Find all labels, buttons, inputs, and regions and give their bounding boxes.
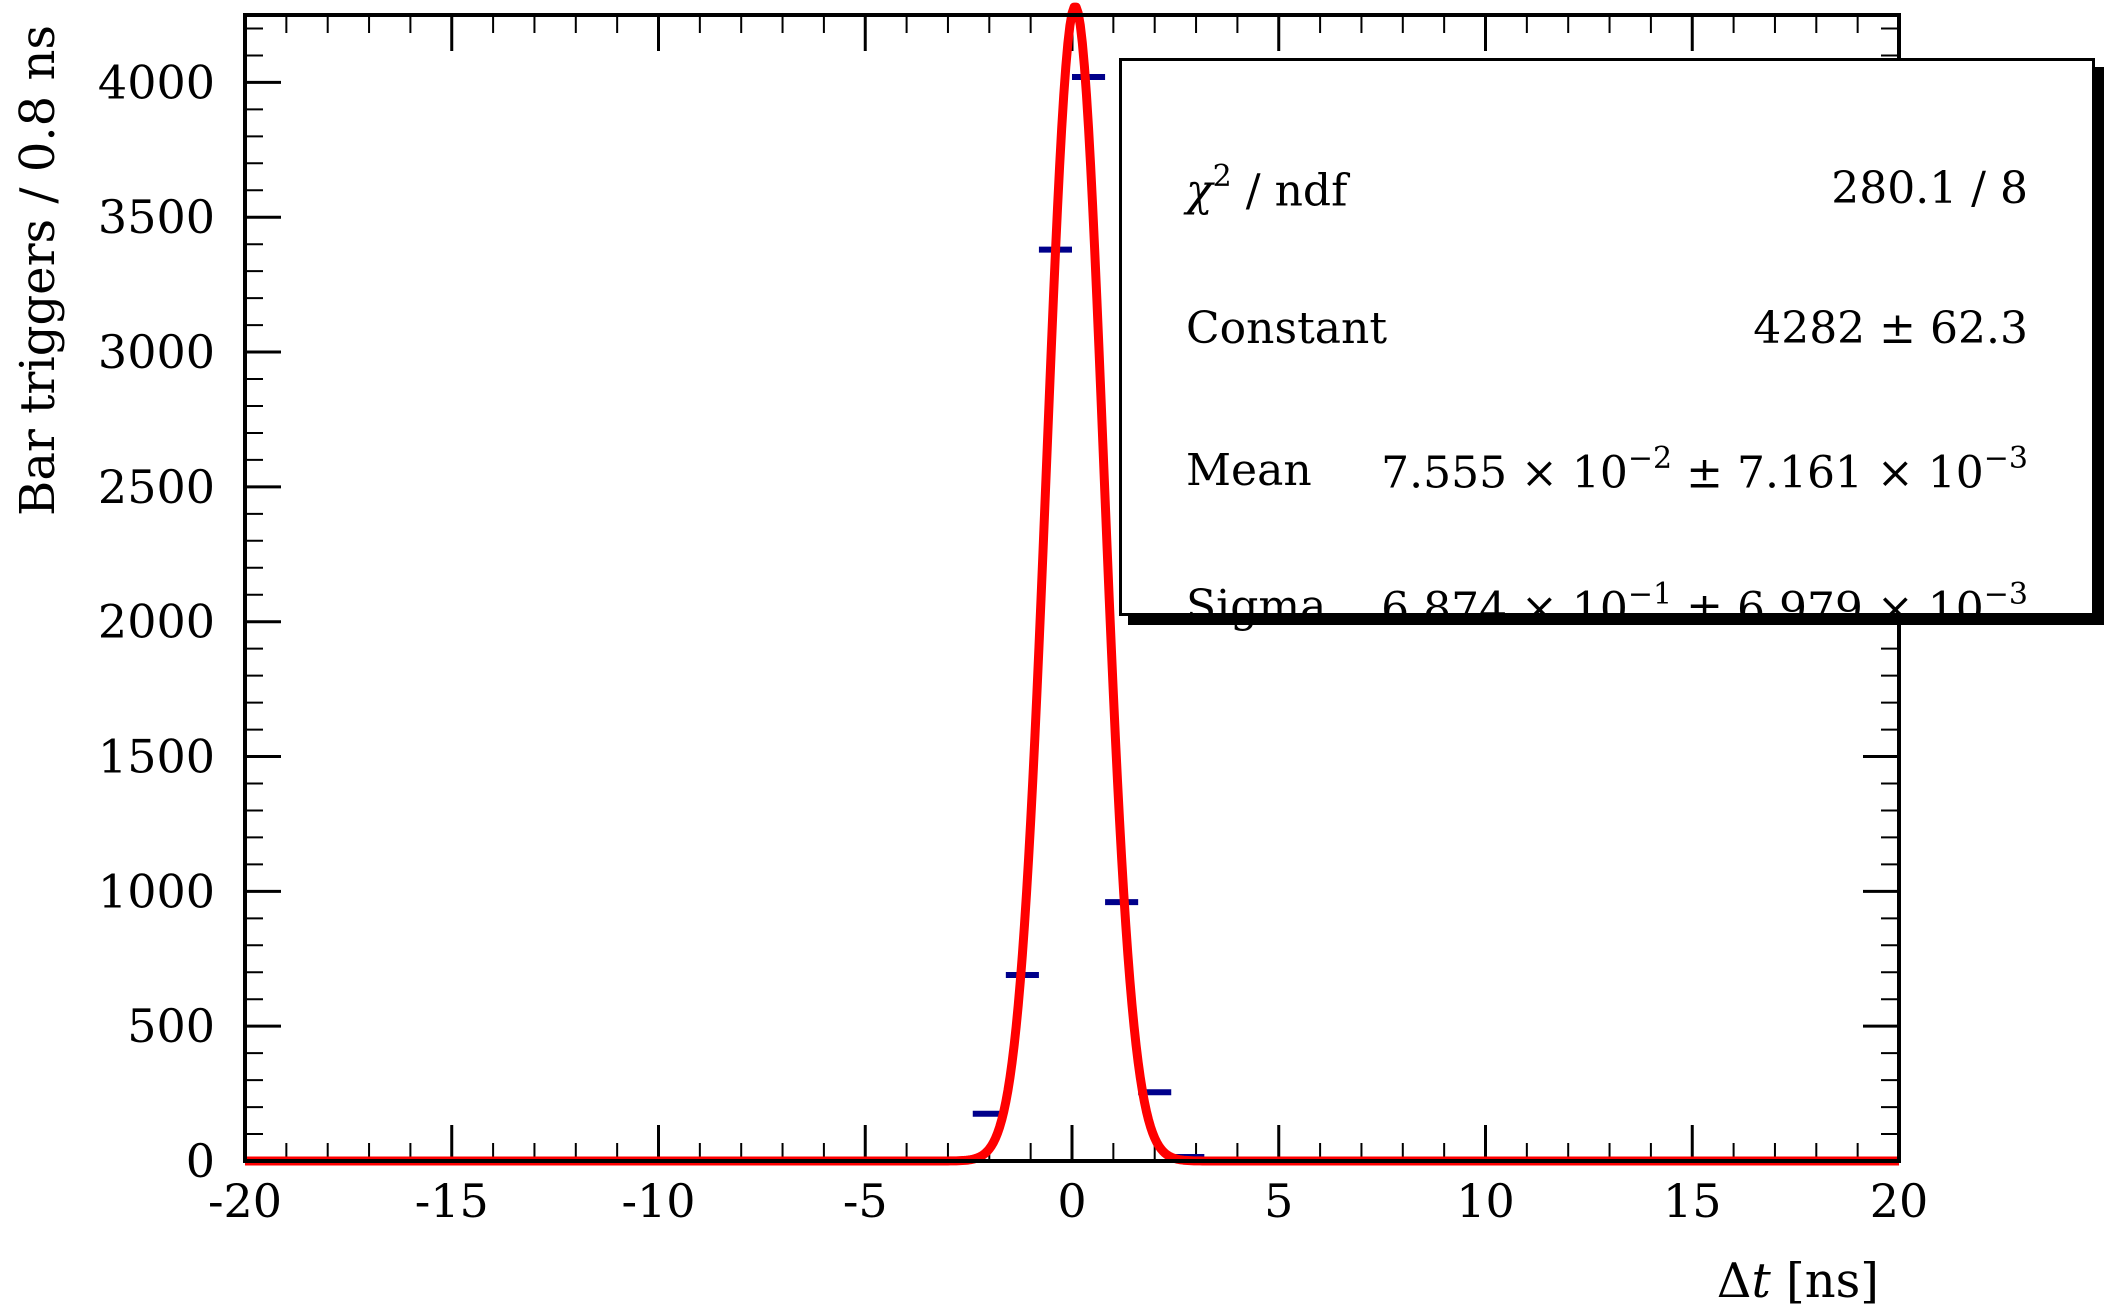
y-tick-label: 0	[186, 1134, 215, 1188]
x-tick-label: 20	[1870, 1174, 1929, 1228]
sigma-value: 6.874 × 10−1 ± 6.979 × 10−3	[1381, 577, 2028, 635]
y-tick-label: 500	[127, 999, 215, 1053]
y-axis-title: Bar triggers / 0.8 ns	[10, 25, 66, 516]
x-tick-label: -15	[415, 1174, 489, 1228]
stat-row-sigma: Sigma 6.874 × 10−1 ± 6.979 × 10−3	[1186, 577, 2028, 641]
chi2-value: 280.1 / 8	[1831, 163, 2028, 214]
fit-stats-box: χ2 / ndf 280.1 / 8 Constant 4282 ± 62.3 …	[1119, 58, 2095, 635]
sigma-label: Sigma	[1186, 581, 1327, 632]
y-tick-label: 4000	[98, 55, 215, 109]
x-tick-label: 0	[1057, 1174, 1086, 1228]
chi2-label: χ2 / ndf	[1186, 159, 1348, 217]
mean-label: Mean	[1186, 445, 1312, 496]
constant-value: 4282 ± 62.3	[1753, 303, 2028, 354]
x-tick-label: -20	[208, 1174, 282, 1228]
stat-row-mean: Mean 7.555 × 10−2 ± 7.161 × 10−3	[1186, 441, 2028, 505]
stat-row-chi2: χ2 / ndf 280.1 / 8	[1186, 159, 2028, 223]
x-axis-title: Δt [ns]	[1717, 1253, 1879, 1309]
y-tick-label: 3500	[98, 190, 215, 244]
mean-value: 7.555 × 10−2 ± 7.161 × 10−3	[1381, 441, 2028, 499]
x-tick-label: 5	[1264, 1174, 1293, 1228]
stat-row-constant: Constant 4282 ± 62.3	[1186, 303, 2028, 363]
y-tick-labels: 0 500 1000 1500 2000 2500 3000 3500 4000	[98, 55, 215, 1188]
y-tick-label: 2500	[98, 460, 215, 514]
constant-label: Constant	[1186, 303, 1388, 354]
y-tick-label: 1000	[98, 864, 215, 918]
x-tick-label: 15	[1663, 1174, 1722, 1228]
y-tick-label: 2000	[98, 595, 215, 649]
x-tick-label: -5	[843, 1174, 888, 1228]
y-tick-label: 3000	[98, 325, 215, 379]
x-tick-labels: -20 -15 -10 -5 0 5 10 15 20	[208, 1174, 1928, 1228]
y-tick-label: 1500	[98, 730, 215, 784]
x-tick-label: 10	[1456, 1174, 1515, 1228]
x-tick-label: -10	[621, 1174, 695, 1228]
